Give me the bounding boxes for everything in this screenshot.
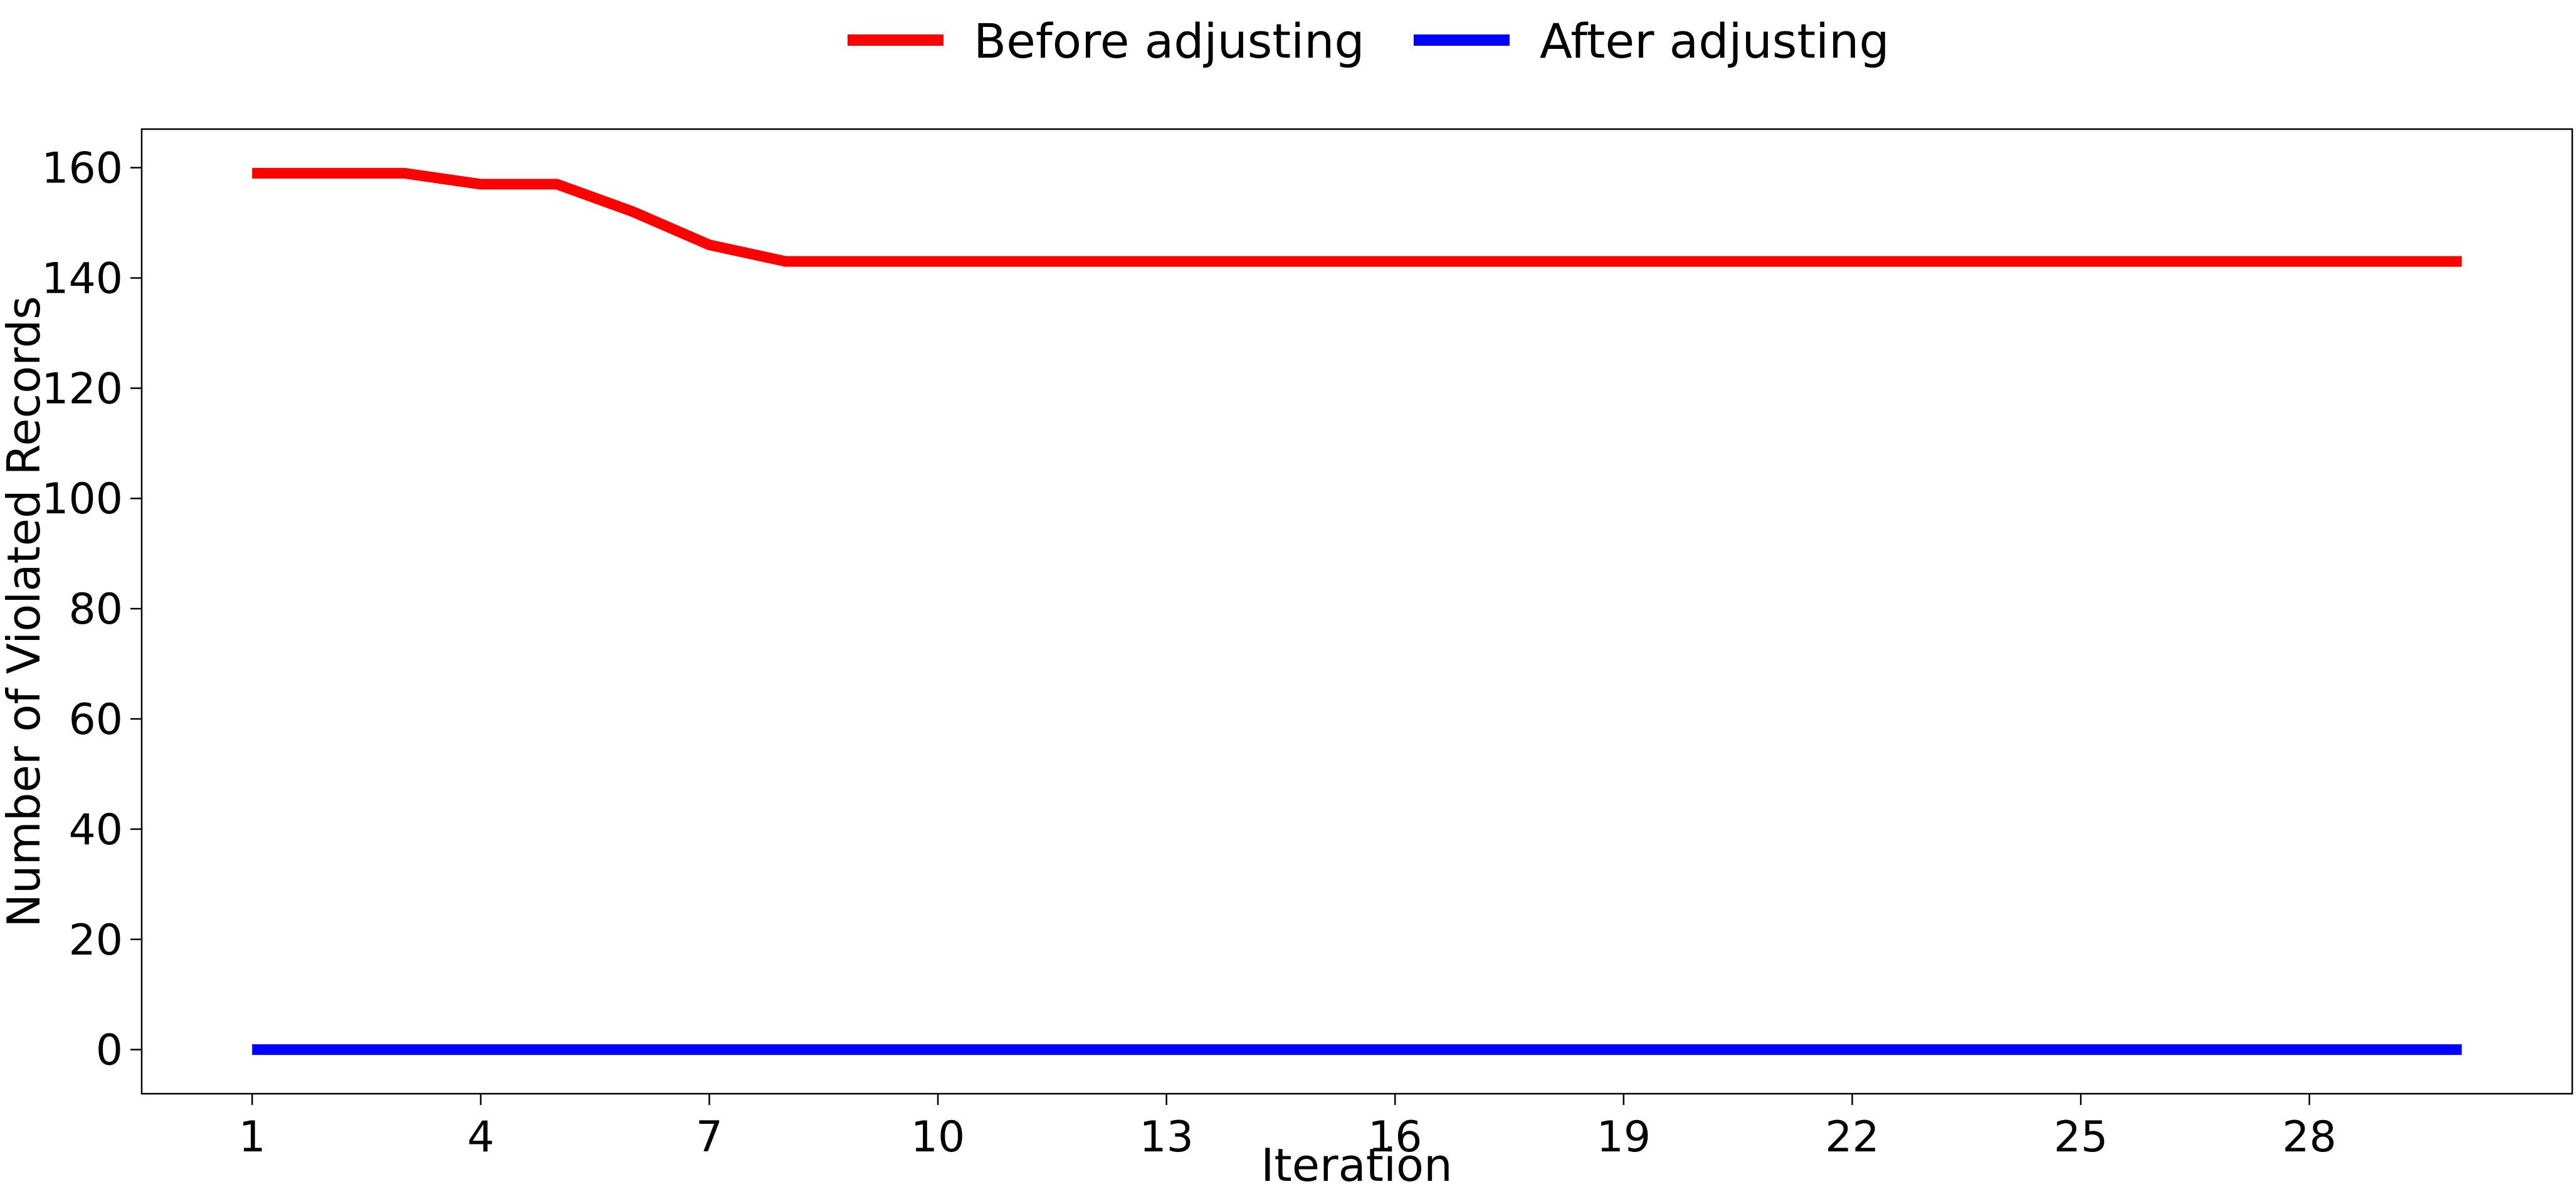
- x-tick-label: 16: [1368, 1113, 1422, 1162]
- x-tick-label: 7: [696, 1113, 723, 1162]
- y-tick-label: 140: [41, 254, 123, 303]
- y-tick-label: 100: [41, 474, 123, 524]
- series-line-before-adjusting: [252, 167, 2462, 267]
- x-axis-title: Iteration: [1261, 1139, 1452, 1191]
- x-axis: 1 4 7 10 13 16 19 22 25 28: [239, 1094, 2337, 1162]
- plot-area: [140, 128, 2573, 1095]
- y-tick-label: 60: [68, 695, 123, 745]
- series-layer: [252, 167, 2462, 1055]
- x-tick-label: 13: [1139, 1113, 1194, 1162]
- y-axis-title: Number of Violated Records: [0, 296, 50, 928]
- legend-label-before-adjusting: Before adjusting: [974, 13, 1365, 69]
- y-tick-label: 120: [41, 364, 123, 414]
- x-tick-label: 22: [1825, 1113, 1879, 1162]
- x-tick-label: 10: [911, 1113, 965, 1162]
- x-tick-label: 19: [1597, 1113, 1651, 1162]
- y-axis: 0 20 40 60 80 100 120 140 160: [41, 144, 142, 1076]
- legend: Before adjusting After adjusting: [848, 13, 1890, 69]
- legend-label-after-adjusting: After adjusting: [1540, 13, 1890, 69]
- x-tick-label: 4: [467, 1113, 494, 1162]
- y-tick-label: 160: [41, 144, 123, 194]
- x-tick-label: 25: [2054, 1113, 2108, 1162]
- x-tick-label: 28: [2282, 1113, 2337, 1162]
- y-tick-label: 0: [96, 1026, 123, 1076]
- x-tick-label: 1: [239, 1113, 266, 1162]
- y-tick-label: 40: [68, 805, 123, 855]
- y-tick-label: 80: [68, 585, 123, 634]
- y-tick-label: 20: [68, 916, 123, 965]
